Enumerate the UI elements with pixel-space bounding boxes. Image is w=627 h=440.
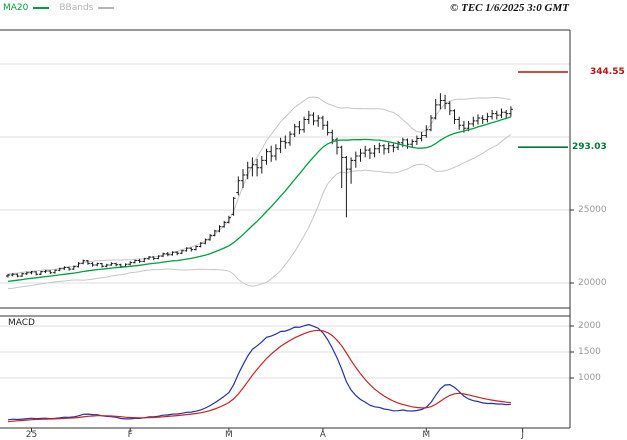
- macd-line: [7, 323, 511, 421]
- macd-signal-line: [7, 329, 511, 423]
- legend-label: BBands: [59, 3, 94, 13]
- x-axis-label: J: [521, 430, 524, 440]
- x-axis-label: M: [422, 430, 431, 440]
- legend-swatch: [98, 7, 115, 9]
- ohlc-bars: [6, 93, 513, 278]
- x-axis-label: 25: [25, 430, 38, 440]
- macd-axis-label: 2000: [578, 321, 601, 331]
- resistance-price-label: 344.55: [590, 66, 625, 77]
- macd-axis-label: 1500: [578, 347, 601, 357]
- legend-label: MA20: [3, 3, 29, 13]
- legend-item-ma20: MA20: [3, 3, 50, 13]
- support-price-label: 293.03: [572, 142, 607, 153]
- price-axis-label: 25000: [578, 205, 607, 215]
- price-axis-label: 20000: [578, 278, 607, 288]
- x-axis-label: M: [225, 430, 233, 440]
- x-axis-label: F: [127, 430, 133, 440]
- legend-swatch: [33, 7, 50, 9]
- legend: MA20 BBands: [3, 3, 124, 13]
- macd-axis-label: 1000: [578, 373, 601, 383]
- legend-item-bbands: BBands: [59, 3, 115, 13]
- ma20-line: [7, 116, 512, 283]
- copyright-text: © TEC 1/6/2025 3:0 GMT: [450, 2, 569, 14]
- bollinger-lower-line: [7, 133, 512, 290]
- x-axis-label: A: [319, 430, 326, 440]
- bollinger-upper-line: [7, 96, 511, 275]
- macd-panel-label: MACD: [8, 318, 35, 328]
